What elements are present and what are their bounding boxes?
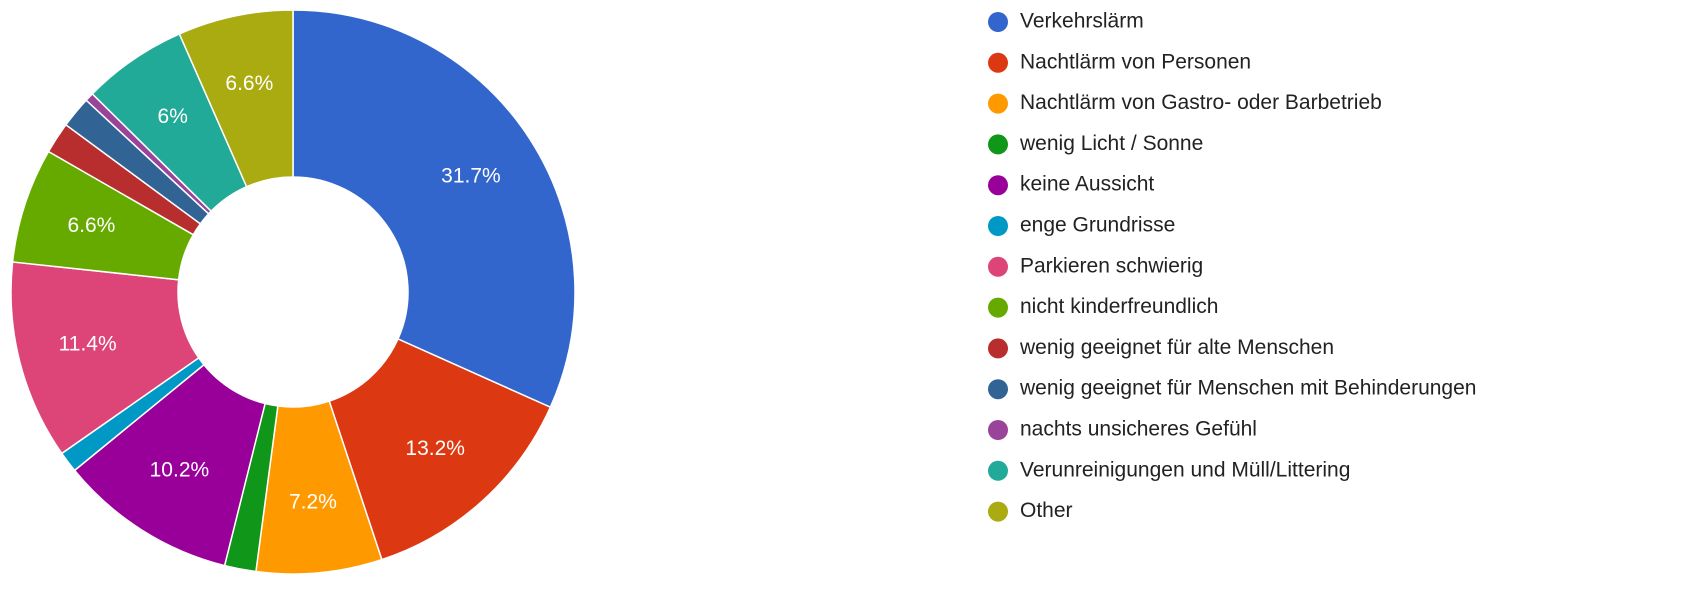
legend-label: nicht kinderfreundlich [1020,295,1218,318]
legend-label: Parkieren schwierig [1020,254,1203,277]
legend-swatch [988,501,1008,522]
slice-label: 6% [158,105,188,128]
legend-label: wenig Licht / Sonne [1019,132,1203,155]
legend-swatch [988,134,1008,155]
legend-label: wenig geeignet für Menschen mit Behinder… [1019,377,1476,400]
legend-label: Verkehrslärm [1020,10,1144,33]
legend-label: keine Aussicht [1020,173,1154,196]
legend-swatch [988,338,1008,359]
legend-swatch [988,216,1008,236]
legend-label: wenig geeignet für alte Menschen [1019,336,1334,359]
slice-label: 7.2% [289,491,337,514]
slice [328,338,552,561]
legend-label: Other [1020,499,1073,522]
slice-label: 6.6% [67,214,115,237]
legend-swatch [988,175,1008,196]
legend-swatch [988,93,1008,114]
legend-label: Verunreinigungen und Müll/Littering [1020,458,1350,481]
legend-swatch [988,52,1008,73]
legend-swatch [988,256,1008,277]
legend-label: Nachtlärm von Personen [1020,50,1251,73]
legend-swatch [988,420,1008,440]
legend-swatch [988,297,1008,318]
slice [178,9,294,188]
legend-swatch [988,12,1008,32]
legend-label: nachts unsicheres Gefühl [1020,418,1257,441]
slice-label: 11.4% [59,332,117,355]
legend-swatch [988,379,1008,400]
slice-label: 6.6% [225,72,273,95]
slice-label: 13.2% [405,437,465,460]
legend-label: Nachtlärm von Gastro- oder Barbetrieb [1020,91,1382,114]
slice [292,9,576,409]
legend-label: enge Grundrisse [1020,214,1175,237]
slice-label: 31.7% [441,164,501,187]
legend-swatch [988,460,1008,481]
slice-label: 10.2% [150,459,210,482]
slice [10,261,200,455]
